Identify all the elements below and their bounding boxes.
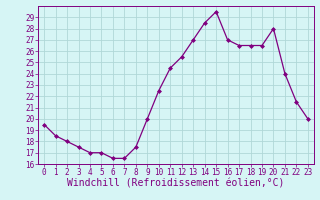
X-axis label: Windchill (Refroidissement éolien,°C): Windchill (Refroidissement éolien,°C) <box>67 179 285 189</box>
